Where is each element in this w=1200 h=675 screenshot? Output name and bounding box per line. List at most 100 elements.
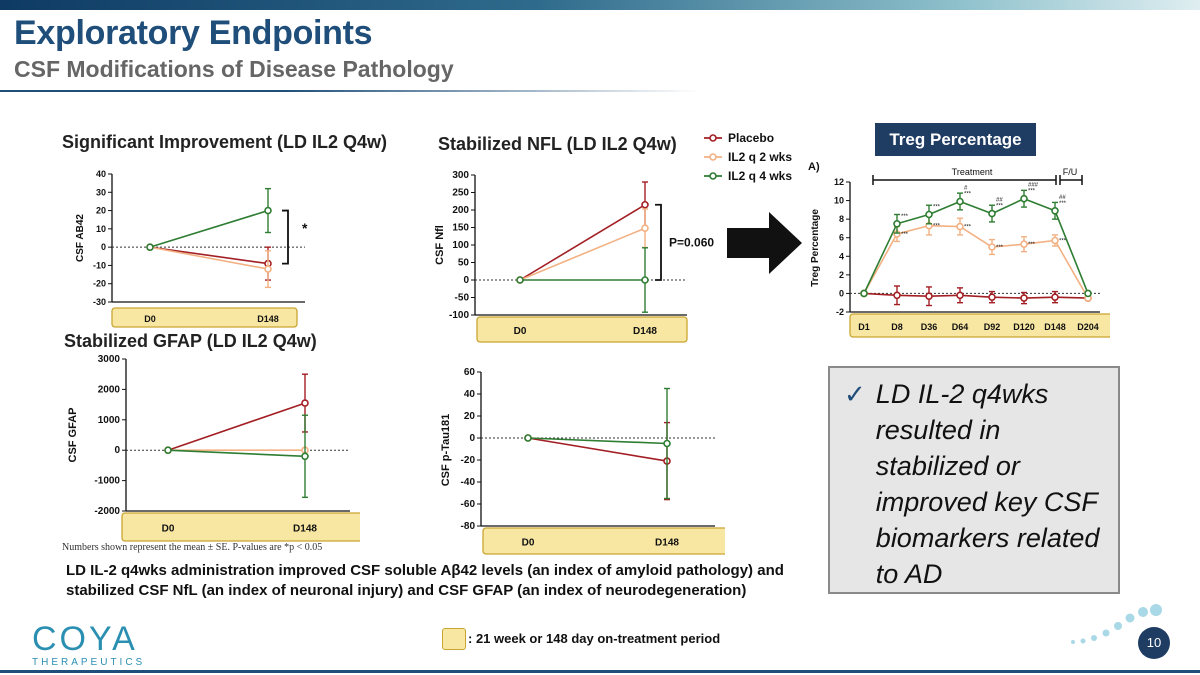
significance-bracket <box>282 209 289 265</box>
data-point <box>988 209 996 218</box>
period-band <box>121 512 360 542</box>
y-tick-label: -2000 <box>94 506 120 517</box>
series-line <box>519 204 646 281</box>
y-tick-label: 12 <box>834 177 844 187</box>
treg-percentage-label: Treg Percentage <box>875 123 1036 156</box>
y-tick-label: 0 <box>101 242 106 252</box>
series-line <box>149 209 269 248</box>
bracket-label: Treatment <box>952 167 993 177</box>
chart-csf-gfap: -2000 -1000 0 1000 2000 3000 CSF GFAP D0 D148 <box>67 354 360 542</box>
series-line <box>167 402 306 451</box>
x-tick-label: D92 <box>984 322 1001 332</box>
data-point <box>146 243 154 251</box>
data-point <box>1020 294 1028 302</box>
logo-subtitle: THERAPEUTICS <box>32 657 146 668</box>
data-point <box>1051 236 1059 245</box>
chart-csf-ab42: -30 -20 -10 0 10 20 30 40 CSF AB42 D0 D148 * <box>75 169 308 328</box>
page-subtitle: CSF Modifications of Disease Pathology <box>14 56 454 82</box>
series-line <box>149 246 269 265</box>
y-tick-label: 150 <box>452 223 469 234</box>
data-point <box>893 219 901 228</box>
data-point <box>264 265 272 273</box>
x-tick-label: D148 <box>655 538 679 549</box>
logo-wordmark: COYA <box>32 620 138 658</box>
y-axis-label: CSF GFAP <box>67 407 79 462</box>
y-tick-label: 20 <box>96 206 106 216</box>
series-line <box>527 437 668 462</box>
data-point <box>893 291 901 300</box>
y-tick-label: 6 <box>839 233 844 243</box>
y-tick-label: 0 <box>463 275 469 286</box>
company-logo: COYA THERAPEUTICS <box>32 620 145 668</box>
series-line <box>863 224 1089 299</box>
significance-stars: *** <box>901 214 909 220</box>
period-band <box>849 313 1110 338</box>
y-tick-label: 50 <box>458 258 470 269</box>
y-tick-label: 2 <box>839 270 844 280</box>
data-point <box>1084 289 1092 298</box>
x-tick-label: D204 <box>1077 322 1099 332</box>
data-point <box>860 289 868 298</box>
page-title: Exploratory Endpoints <box>14 14 373 52</box>
significance-stars: *** <box>1028 189 1036 195</box>
y-tick-label: 1000 <box>98 415 121 426</box>
series-line <box>863 292 1089 299</box>
legend-label: IL2 q 2 wks <box>728 150 792 164</box>
data-point <box>988 293 996 301</box>
significance-bracket <box>655 203 662 281</box>
significance-stars: ## <box>1059 195 1066 201</box>
chart-title-ab42: Significant Improvement (LD IL2 Q4w) <box>62 132 388 152</box>
legend-label: IL2 q 4 wks <box>728 169 792 183</box>
p-value-annotation: P=0.060 <box>669 235 714 249</box>
period-band <box>476 316 688 343</box>
y-tick-label: 300 <box>452 170 469 181</box>
top-accent-bar <box>0 0 1200 10</box>
series-legend: Placebo IL2 q 2 wks IL2 q 4 wks <box>704 131 792 183</box>
y-tick-label: 200 <box>452 205 469 216</box>
x-tick-label: D148 <box>1044 322 1066 332</box>
y-tick-label: -1000 <box>94 476 120 487</box>
x-tick-label: D1 <box>858 322 870 332</box>
significance-stars: *** <box>964 192 972 198</box>
x-tick-label: D148 <box>257 314 279 324</box>
y-tick-label: -100 <box>449 310 469 321</box>
legend-marker <box>709 134 717 142</box>
panel-label: A) <box>808 161 820 173</box>
page-number: 10 <box>1138 627 1170 659</box>
y-tick-label: 30 <box>96 187 106 197</box>
x-tick-label: D36 <box>921 322 938 332</box>
series-line <box>519 227 646 281</box>
footnote: Numbers shown represent the mean ± SE. P… <box>62 542 323 553</box>
y-tick-label: -40 <box>461 477 476 488</box>
x-tick-label: D0 <box>162 524 175 535</box>
legend-label: Placebo <box>728 131 774 145</box>
significance-stars: *** <box>933 224 941 230</box>
data-point <box>641 276 649 284</box>
period-legend-text: : 21 week or 148 day on-treatment period <box>468 631 721 646</box>
y-axis-label: Treg Percentage <box>810 209 821 287</box>
series-line <box>863 197 1089 294</box>
y-tick-label: 100 <box>452 240 469 251</box>
conclusion-box: ✓ LD IL-2 q4wks resulted in stabilized o… <box>828 366 1120 594</box>
y-tick-label: 10 <box>834 196 844 206</box>
significance-stars: *** <box>996 204 1004 210</box>
data-point <box>1051 293 1059 301</box>
y-tick-label: -30 <box>93 297 106 307</box>
y-tick-label: -20 <box>461 455 476 466</box>
data-point <box>301 452 309 461</box>
y-tick-label: 20 <box>464 411 476 422</box>
y-tick-label: 0 <box>839 288 844 298</box>
y-tick-label: -20 <box>93 279 106 289</box>
y-tick-label: 0 <box>114 445 120 456</box>
x-tick-label: D0 <box>144 314 156 324</box>
y-tick-label: 40 <box>464 389 476 400</box>
series-line <box>167 449 306 458</box>
data-point <box>925 210 933 219</box>
legend-marker <box>709 153 717 161</box>
right-arrow-icon <box>727 212 802 274</box>
y-axis-label: CSF AB42 <box>75 214 86 262</box>
y-tick-label: 40 <box>96 169 106 179</box>
bottom-divider <box>0 670 1200 673</box>
data-point <box>641 224 649 233</box>
data-point <box>1020 240 1028 249</box>
